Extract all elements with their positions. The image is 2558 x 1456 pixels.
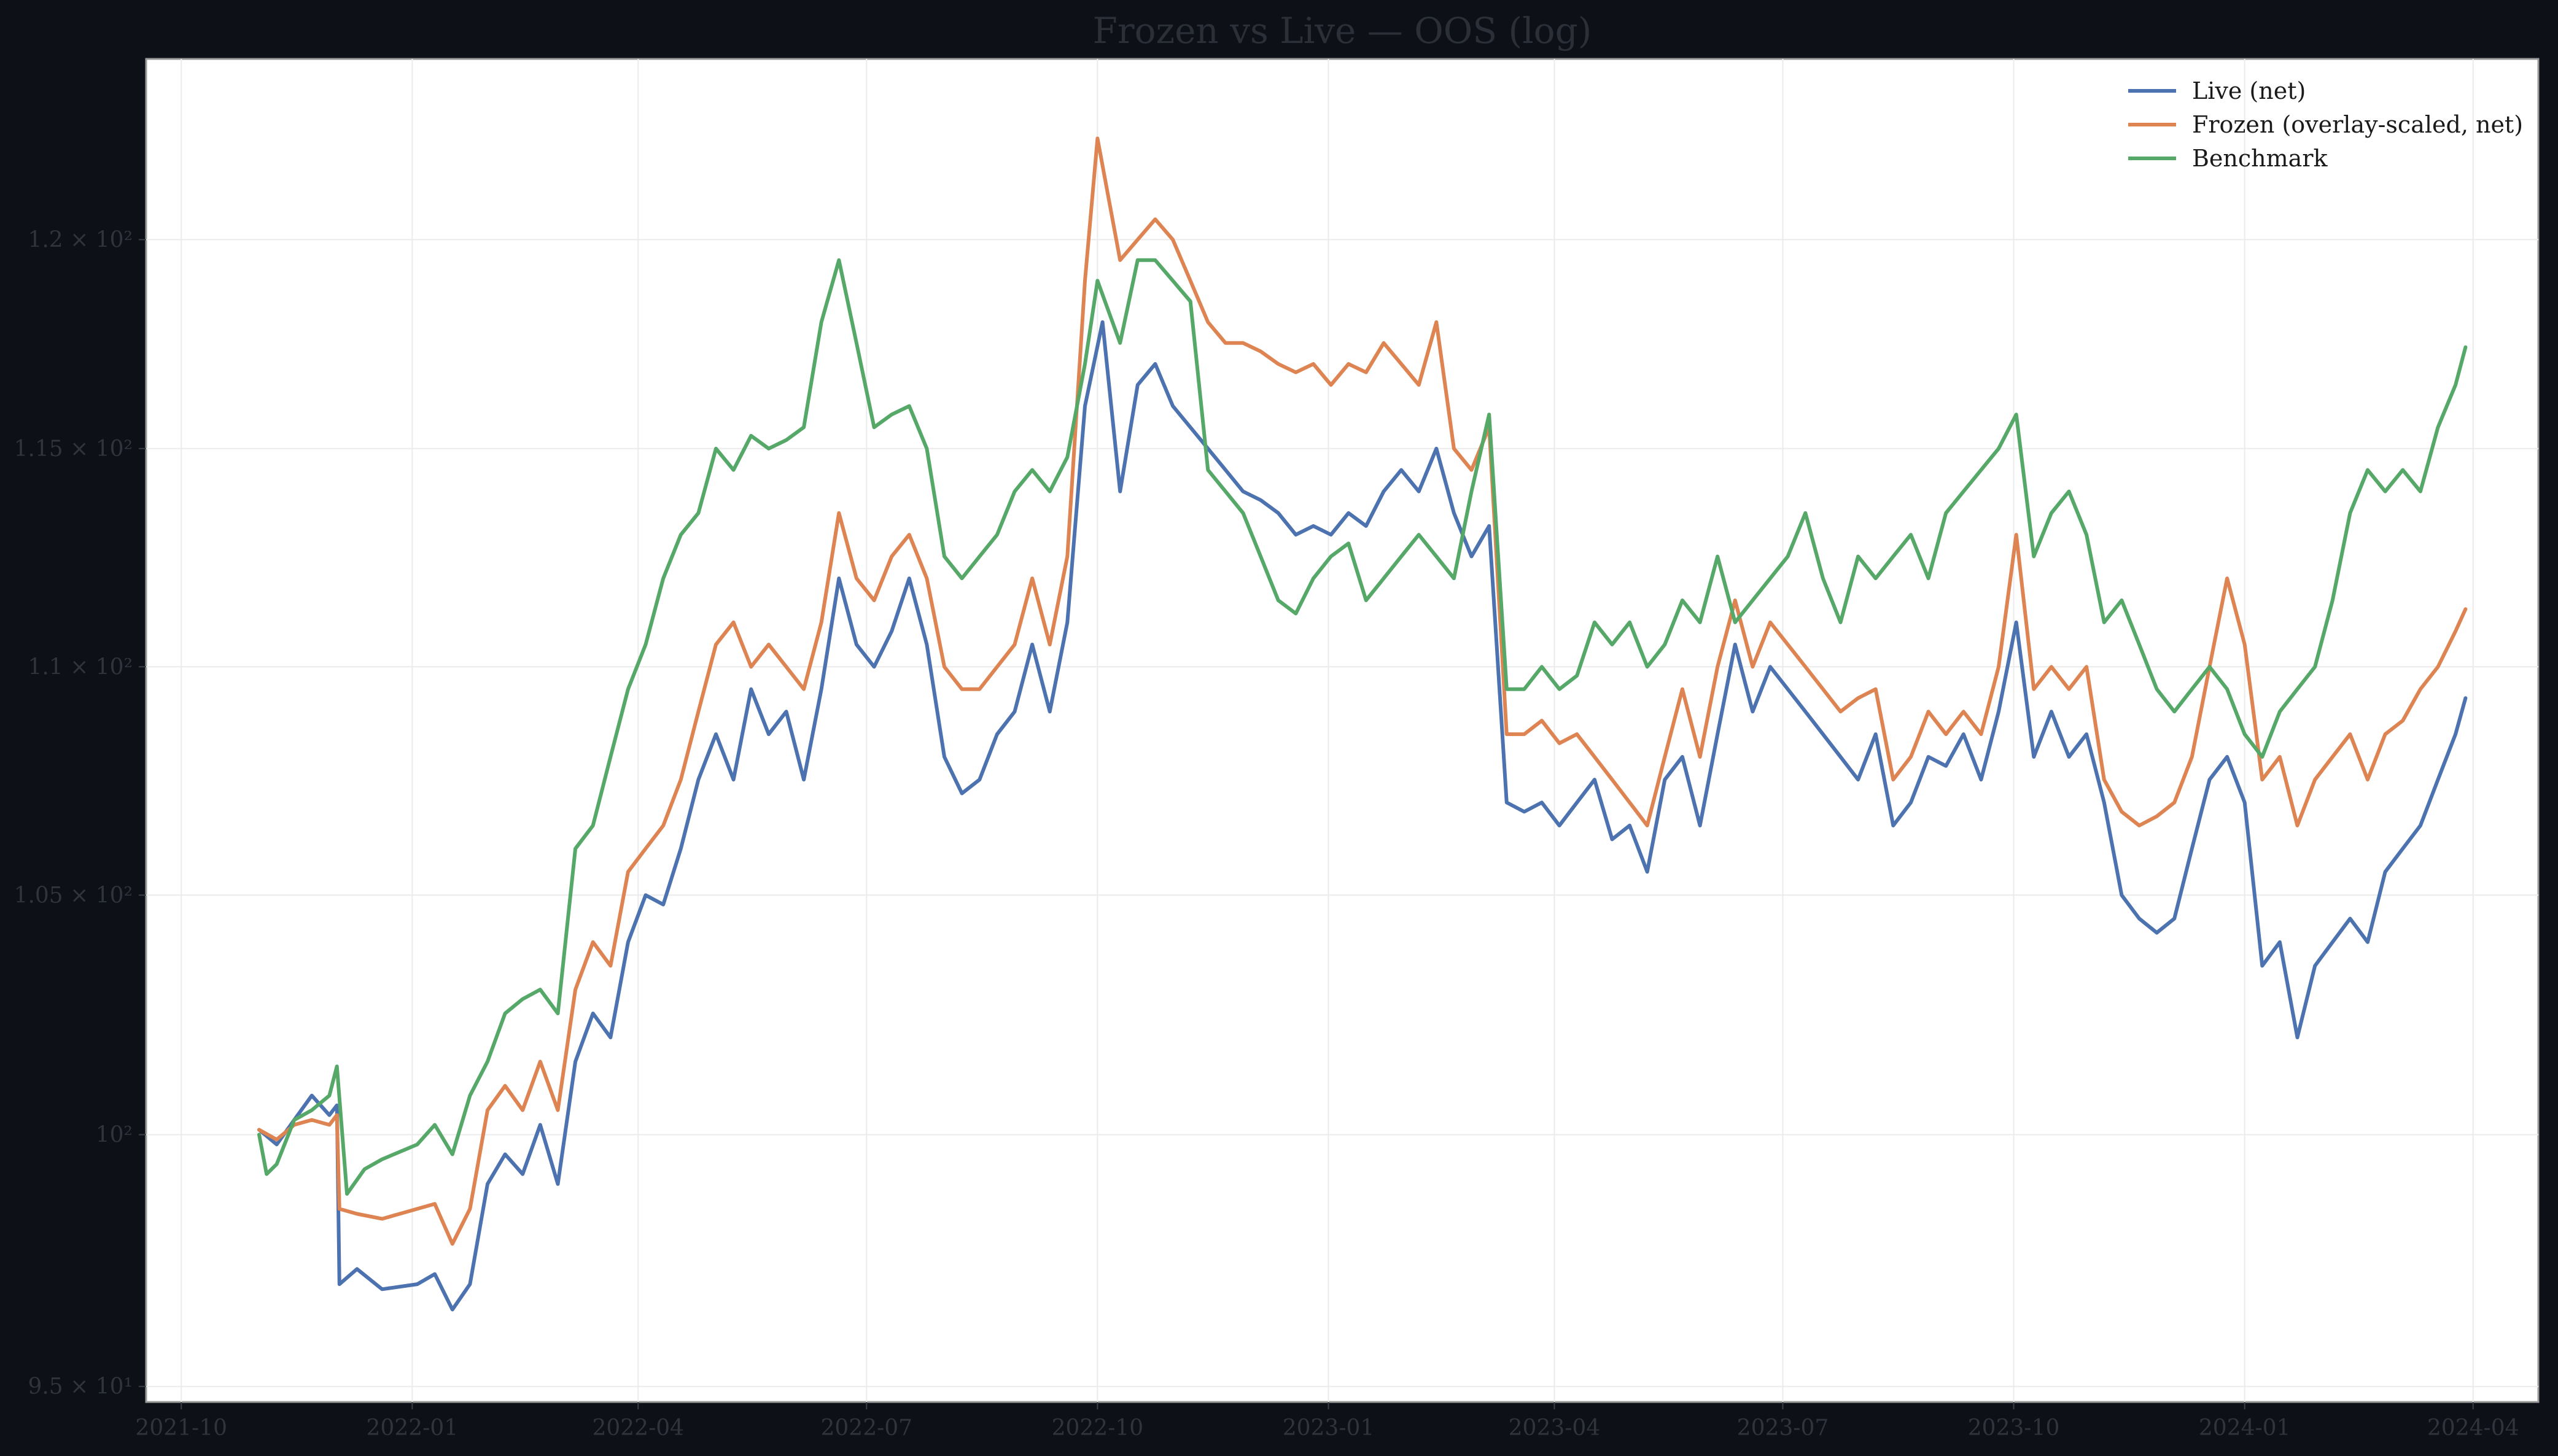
legend-label-1: Frozen (overlay-scaled, net) (2192, 111, 2523, 138)
x-tick-label: 2022-07 (821, 1415, 913, 1441)
chart-title: Frozen vs Live — OOS (log) (1093, 10, 1592, 52)
y-tick-label: 1.2 × 10² (28, 227, 133, 252)
x-axis-ticks: 2021-10 2022-01 2022-04 2022-07 2022-10 2023-… (135, 1402, 2519, 1441)
series-line-2 (257, 258, 2468, 1196)
legend-label-2: Benchmark (2192, 145, 2328, 172)
x-tick-label: 2021-10 (135, 1415, 227, 1441)
y-tick-label: 1.1 × 10² (28, 654, 133, 680)
x-tick-label: 2024-01 (2199, 1415, 2291, 1441)
plot-area (145, 58, 2540, 1403)
series-layer (257, 136, 2468, 1312)
y-tick-label: 1.15 × 10² (14, 436, 133, 462)
x-tick-label: 2024-04 (2427, 1415, 2519, 1441)
series-line-0 (257, 320, 2468, 1312)
x-tick-label: 2022-04 (592, 1415, 684, 1441)
x-tick-label: 2023-04 (1509, 1415, 1601, 1441)
y-tick-label: 10² (96, 1122, 133, 1147)
x-tick-label: 2023-01 (1283, 1415, 1375, 1441)
x-tick-label: 2023-07 (1737, 1415, 1829, 1441)
series-line-1 (257, 136, 2468, 1246)
legend-label-0: Live (net) (2192, 77, 2306, 104)
x-tick-label: 2022-10 (1052, 1415, 1144, 1441)
x-tick-label: 2022-01 (367, 1415, 459, 1441)
y-tick-label: 1.05 × 10² (14, 883, 133, 908)
y-tick-label: 9.5 × 10¹ (28, 1374, 133, 1400)
legend: Live (net) Frozen (overlay-scaled, net) Be… (2128, 77, 2523, 172)
y-axis-ticks: 9.5 × 10¹ 10² 1.05 × 10² 1.1 × 10² 1.15 × 10… (14, 227, 146, 1400)
x-tick-label: 2023-10 (1968, 1415, 2060, 1441)
